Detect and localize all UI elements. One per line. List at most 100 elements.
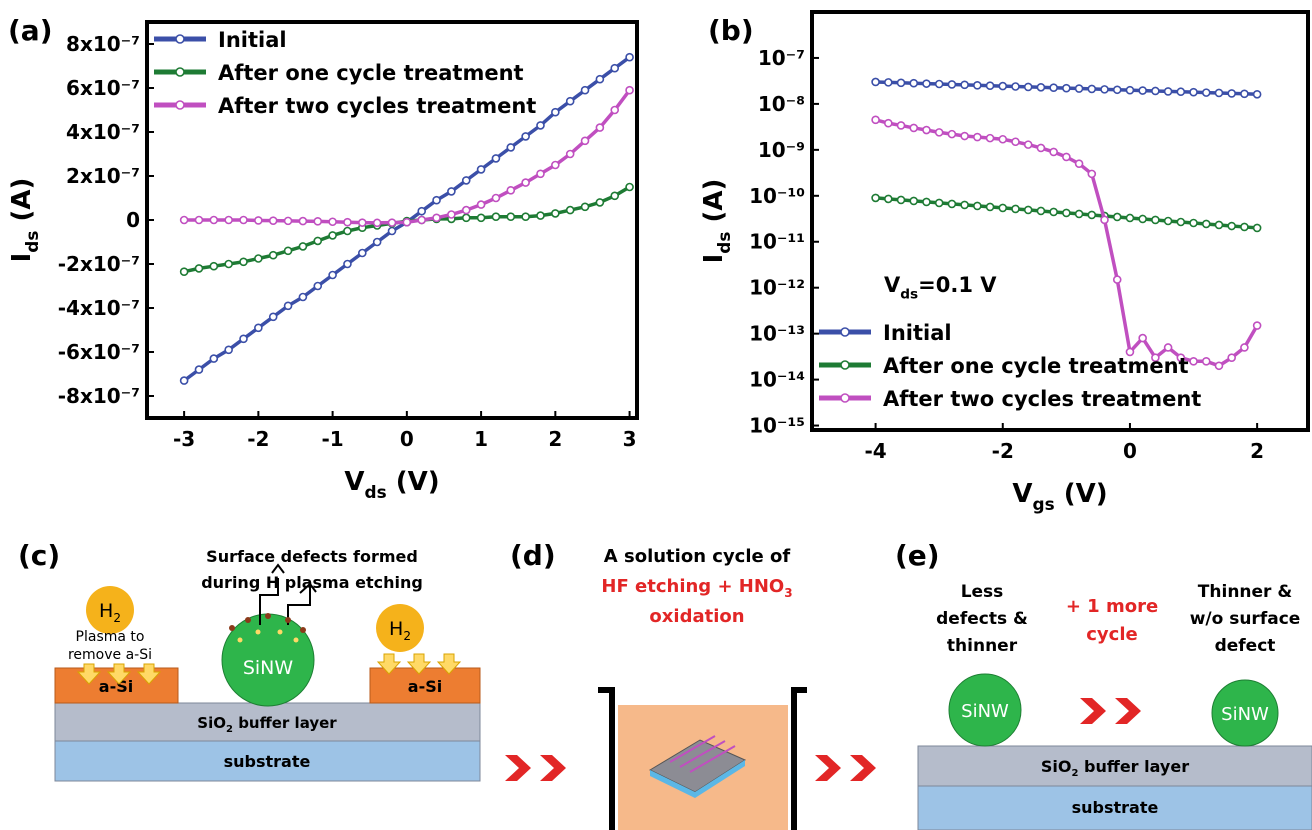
data-point bbox=[1190, 219, 1197, 226]
x-tick-label: -3 bbox=[173, 427, 195, 451]
chevrons bbox=[1080, 698, 1141, 724]
x-tick-label: -4 bbox=[864, 439, 886, 463]
data-point bbox=[1241, 344, 1248, 351]
data-point bbox=[898, 79, 905, 86]
y-tick-label: 10⁻⁸ bbox=[758, 92, 805, 116]
diagram-e: (e) Less defects & thinner + 1 more cycl… bbox=[895, 539, 1312, 830]
data-point bbox=[1228, 90, 1235, 97]
data-point bbox=[923, 198, 930, 205]
layer-label: substrate bbox=[224, 752, 311, 771]
caption: A solution cycle of bbox=[604, 546, 791, 567]
asi-label: a-Si bbox=[408, 677, 442, 696]
data-point bbox=[552, 210, 559, 217]
data-point bbox=[1254, 91, 1261, 98]
legend-label: After two cycles treatment bbox=[218, 94, 536, 118]
data-point bbox=[463, 207, 470, 214]
data-point bbox=[1088, 85, 1095, 92]
caption: thinner bbox=[947, 636, 1018, 656]
data-point bbox=[898, 122, 905, 129]
data-point bbox=[961, 201, 968, 208]
diagram-d: (d) A solution cycle of HF etching + HNO… bbox=[510, 539, 876, 830]
data-point bbox=[374, 219, 381, 226]
data-point bbox=[1241, 90, 1248, 97]
data-point bbox=[270, 252, 277, 259]
data-point bbox=[1228, 223, 1235, 230]
x-tick-label: -2 bbox=[992, 439, 1014, 463]
data-point bbox=[582, 137, 589, 144]
data-point bbox=[433, 214, 440, 221]
data-point bbox=[344, 228, 351, 235]
legend-marker bbox=[176, 35, 184, 43]
caption: during H plasma etching bbox=[201, 573, 423, 592]
data-point bbox=[1063, 153, 1070, 160]
data-point bbox=[1177, 219, 1184, 226]
data-point bbox=[478, 166, 485, 173]
data-point bbox=[987, 203, 994, 210]
data-point bbox=[596, 76, 603, 83]
y-tick-label: 10⁻⁹ bbox=[758, 138, 805, 162]
data-point bbox=[626, 54, 633, 61]
y-axis-label: Ids (A) bbox=[699, 179, 734, 264]
data-point bbox=[210, 355, 217, 362]
data-point bbox=[1139, 215, 1146, 222]
text: (V) bbox=[1055, 479, 1108, 509]
data-point bbox=[1012, 205, 1019, 212]
data-point bbox=[1101, 86, 1108, 93]
data-point bbox=[181, 217, 188, 224]
data-point bbox=[1126, 87, 1133, 94]
caption: w/o surface bbox=[1190, 609, 1301, 629]
data-point bbox=[1012, 138, 1019, 145]
data-point bbox=[885, 120, 892, 127]
data-point bbox=[626, 87, 633, 94]
data-point bbox=[522, 179, 529, 186]
data-point bbox=[492, 155, 499, 162]
data-point bbox=[389, 228, 396, 235]
text: (A) bbox=[7, 178, 37, 231]
legend-marker bbox=[841, 394, 849, 402]
y-tick-label: 8x10⁻⁷ bbox=[66, 32, 140, 56]
text: HF etching + HNO bbox=[601, 576, 784, 597]
data-point bbox=[403, 219, 410, 226]
panel-label: (e) bbox=[895, 539, 940, 572]
data-point bbox=[1114, 276, 1121, 283]
data-point bbox=[329, 218, 336, 225]
y-tick-label: 0 bbox=[126, 208, 140, 232]
data-point bbox=[255, 217, 262, 224]
data-point bbox=[1037, 144, 1044, 151]
data-point bbox=[537, 212, 544, 219]
data-point bbox=[299, 243, 306, 250]
layer-label: SiO2 buffer layer bbox=[1041, 757, 1189, 779]
data-point bbox=[359, 250, 366, 257]
data-point bbox=[507, 144, 514, 151]
data-point bbox=[314, 237, 321, 244]
data-point bbox=[492, 195, 499, 202]
x-tick-label: 2 bbox=[548, 427, 562, 451]
y-tick-label: -8x10⁻⁷ bbox=[58, 384, 140, 408]
data-point bbox=[596, 124, 603, 131]
data-point bbox=[433, 197, 440, 204]
data-point bbox=[240, 217, 247, 224]
chevrons bbox=[815, 755, 876, 781]
data-point bbox=[1088, 211, 1095, 218]
data-point bbox=[974, 202, 981, 209]
data-point bbox=[885, 195, 892, 202]
y-tick-label: -4x10⁻⁷ bbox=[58, 296, 140, 320]
caption: Thinner & bbox=[1198, 582, 1293, 602]
caption: + 1 more bbox=[1066, 596, 1158, 617]
legend-label: Initial bbox=[883, 321, 952, 345]
text: 2 bbox=[113, 611, 121, 625]
data-point bbox=[1139, 87, 1146, 94]
data-point bbox=[1050, 208, 1057, 215]
data-point bbox=[582, 87, 589, 94]
y-tick-label: 2x10⁻⁷ bbox=[66, 164, 140, 188]
data-point bbox=[195, 265, 202, 272]
data-point bbox=[948, 81, 955, 88]
text: gs bbox=[1033, 494, 1055, 514]
data-point bbox=[270, 217, 277, 224]
panel-label: (d) bbox=[510, 539, 556, 572]
data-point bbox=[181, 268, 188, 275]
data-point bbox=[344, 219, 351, 226]
data-point bbox=[987, 82, 994, 89]
data-point bbox=[999, 83, 1006, 90]
data-point bbox=[936, 81, 943, 88]
